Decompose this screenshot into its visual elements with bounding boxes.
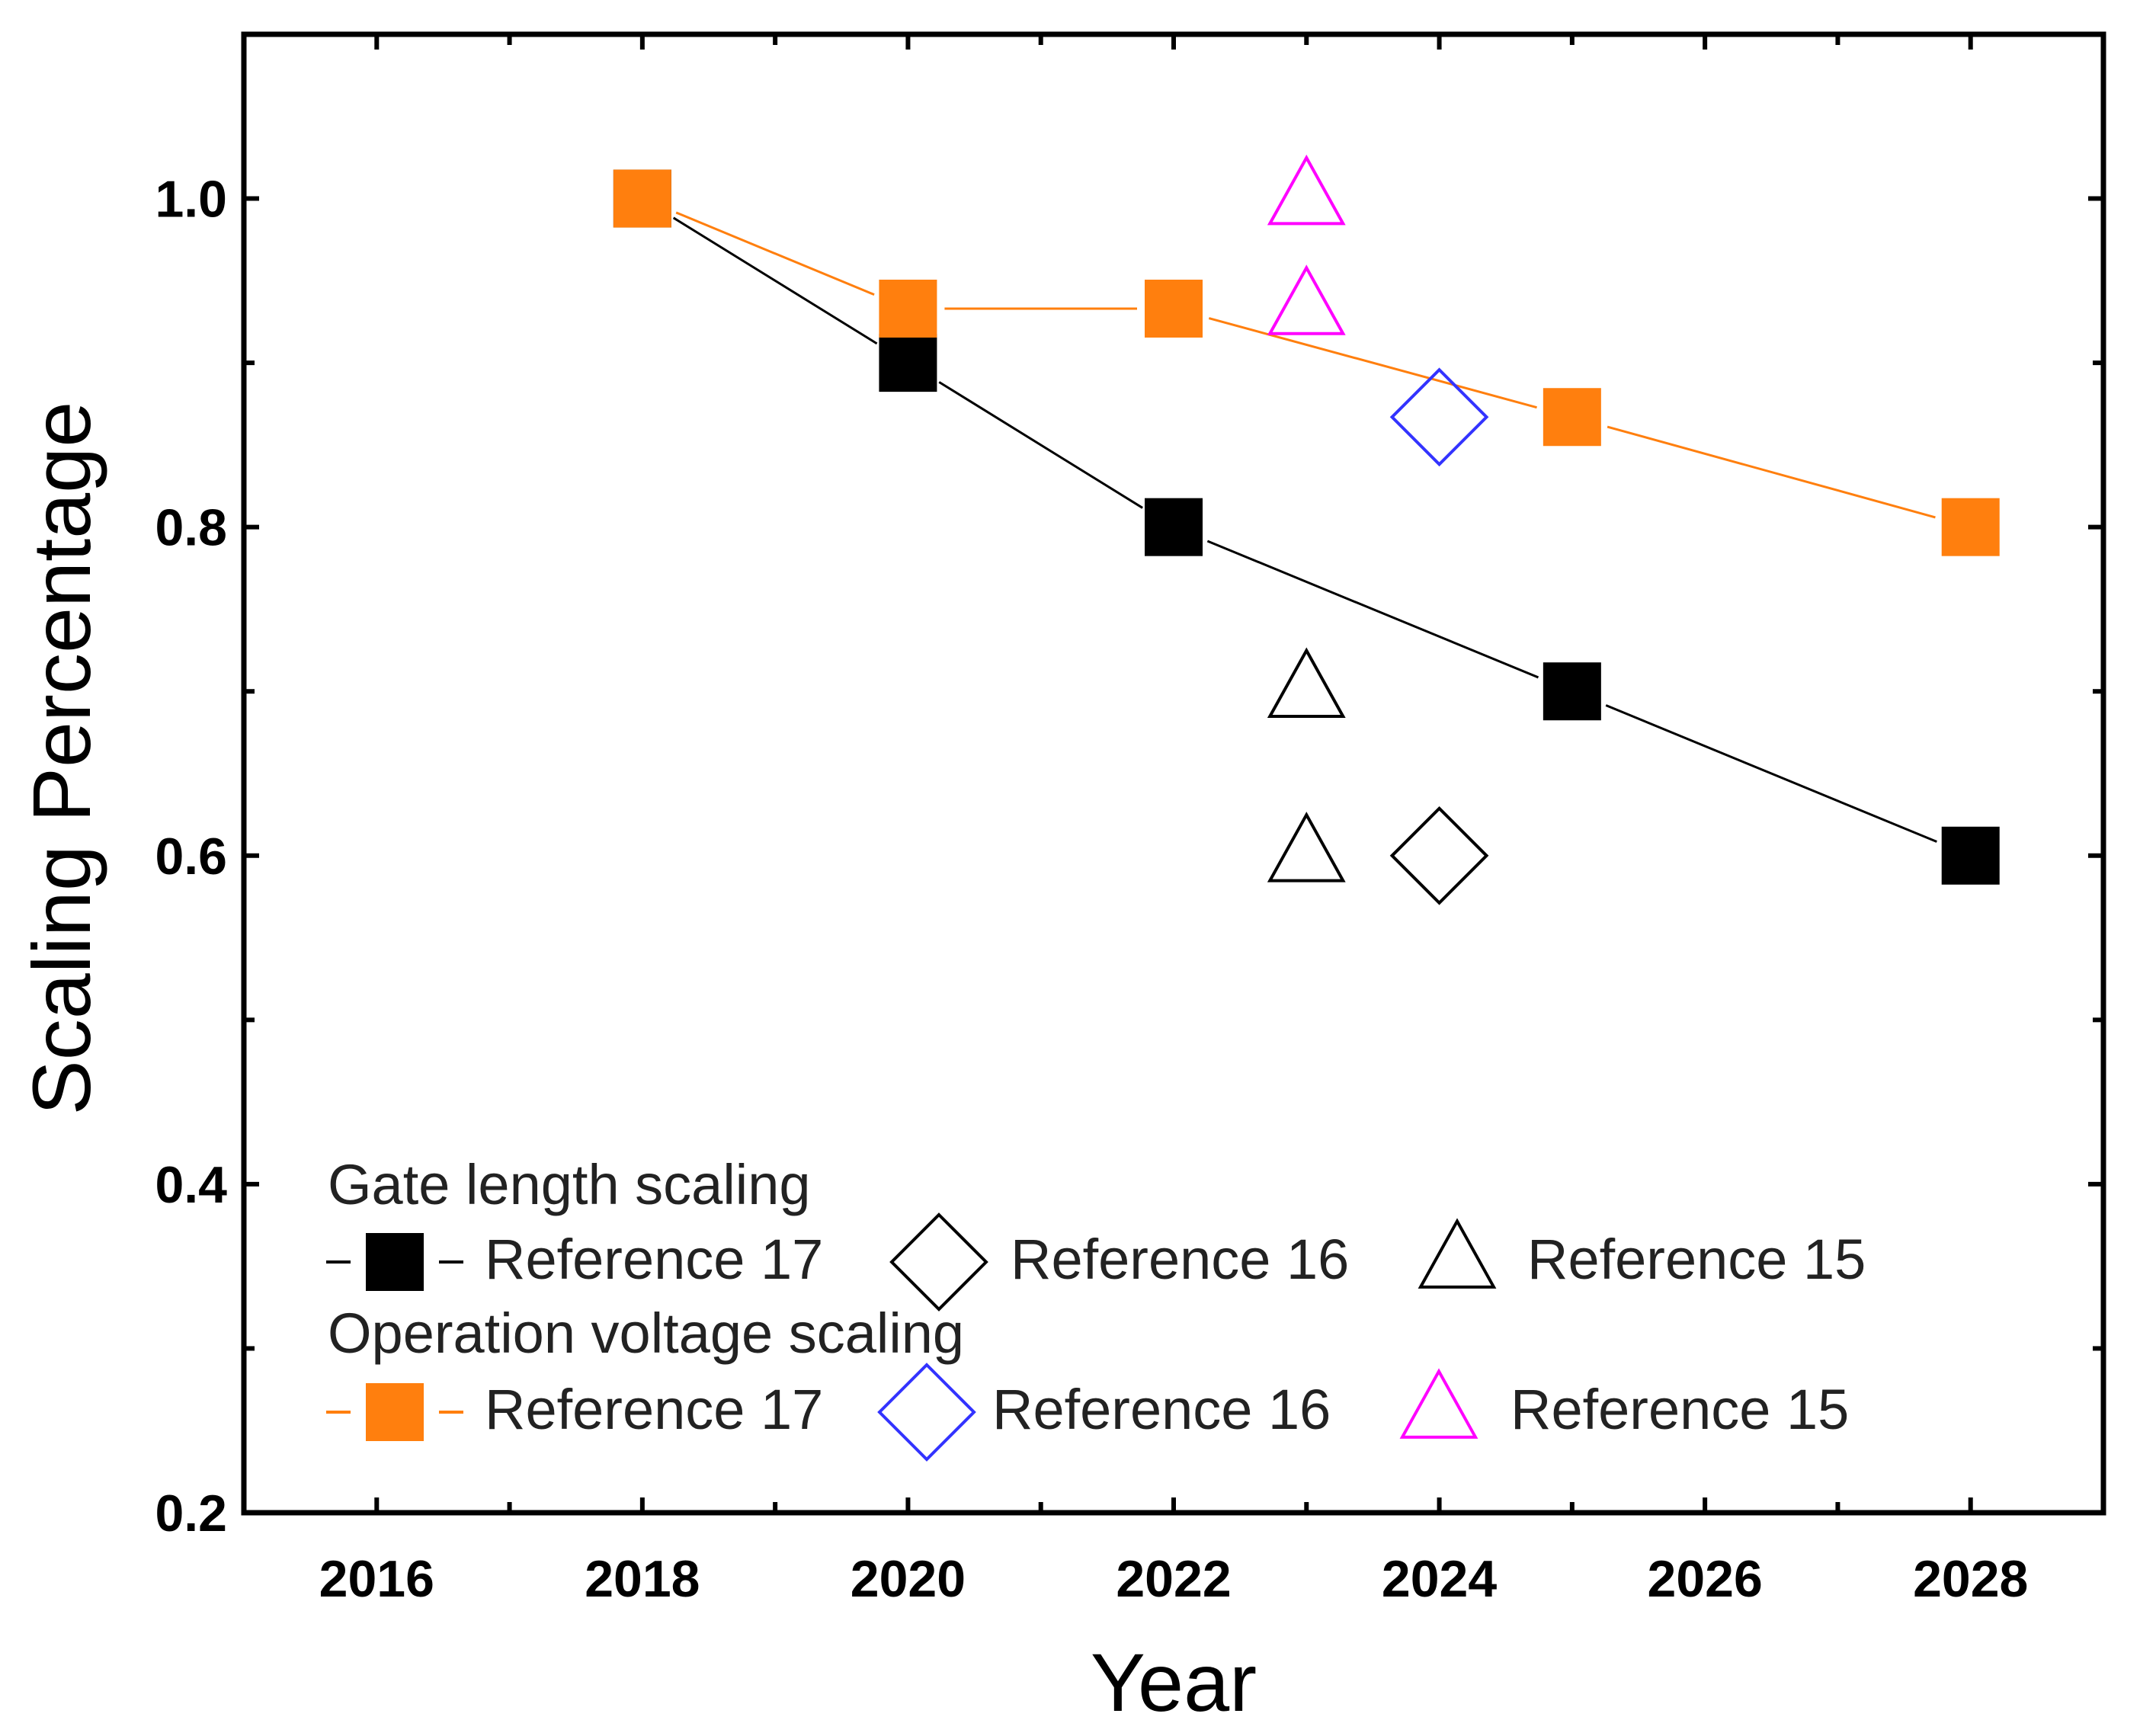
series-5-point <box>1267 154 1346 226</box>
x-tick-label: 2016 <box>319 1550 434 1608</box>
series-3-point <box>879 279 937 338</box>
series-3-point <box>1145 279 1203 338</box>
legend-group-title: Operation voltage scaling <box>328 1302 964 1365</box>
series-2-point <box>1267 647 1346 719</box>
series-2-point <box>1267 812 1346 882</box>
legend-group-title: Gate length scaling <box>328 1153 811 1216</box>
series-3-point <box>1543 388 1601 447</box>
legend-entry-label: Reference 16 <box>1011 1228 1349 1291</box>
series-3-line-segment <box>1607 425 1936 519</box>
legend-entry-label: Reference 16 <box>992 1378 1331 1441</box>
y-axis-title: Scaling Percentage <box>15 402 107 1116</box>
series-3-point <box>1941 498 2000 556</box>
axes: 2016 2018 2020 2022 2024 2026 2028 0.2 0.4 0.6 0.8… <box>15 31 2106 1728</box>
legend-entry-label: Reference 17 <box>485 1378 823 1441</box>
series-0-line-segment <box>1605 704 1937 843</box>
series-3-line-segment <box>675 211 875 296</box>
legend-marker <box>877 1363 976 1462</box>
legend-marker <box>1399 1368 1478 1439</box>
x-tick-label: 2020 <box>851 1550 966 1608</box>
legend-marker <box>366 1233 424 1291</box>
x-axis-title: Year <box>1091 1636 1257 1728</box>
plot-frame <box>241 31 2106 1516</box>
series-4-point <box>1389 367 1489 467</box>
y-tick-label: 0.8 <box>155 499 227 557</box>
series-0-line-segment <box>1206 540 1539 679</box>
series-1-point <box>1389 806 1489 905</box>
series-5-point <box>1267 264 1346 335</box>
series-layer <box>613 154 2000 905</box>
legend-entry-label: Reference 15 <box>1510 1378 1849 1441</box>
legend: Gate length scaling Reference 17 Reference… <box>326 1153 1866 1462</box>
x-tick-label: 2022 <box>1116 1550 1231 1608</box>
series-3-point <box>613 169 671 228</box>
legend-entry-label: Reference 17 <box>485 1228 823 1291</box>
x-tick-label: 2028 <box>1913 1550 2028 1608</box>
x-tick-label: 2026 <box>1648 1550 1763 1608</box>
series-0-point <box>1543 662 1601 721</box>
series-0-line-segment <box>938 381 1143 509</box>
y-tick-label: 0.2 <box>155 1485 227 1542</box>
series-0-point <box>1145 498 1203 556</box>
legend-entry-label: Reference 15 <box>1527 1228 1866 1291</box>
series-3-line-segment <box>1208 317 1537 409</box>
y-tick-label: 1.0 <box>155 171 227 229</box>
x-tick-label: 2024 <box>1382 1550 1497 1608</box>
legend-marker <box>1418 1218 1497 1289</box>
y-tick-label: 0.4 <box>155 1156 227 1214</box>
series-0-point <box>879 334 937 392</box>
x-tick-label: 2018 <box>585 1550 700 1608</box>
legend-marker <box>366 1383 424 1441</box>
legend-marker <box>889 1212 988 1312</box>
series-0-line-segment <box>672 216 878 345</box>
series-0-point <box>1941 826 2000 885</box>
y-tick-label: 0.6 <box>155 828 227 886</box>
